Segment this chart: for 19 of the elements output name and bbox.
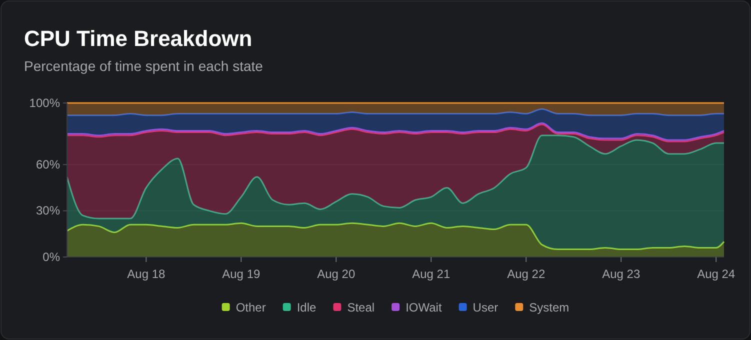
chart-subtitle: Percentage of time spent in each state: [24, 58, 264, 74]
legend-label: Steal: [347, 300, 375, 314]
legend-label: User: [472, 300, 498, 314]
y-tick-label: 0%: [42, 250, 60, 264]
x-tick-label: Aug 24: [697, 267, 736, 282]
x-tick-label: Aug 20: [317, 267, 356, 282]
legend-label: IOWait: [406, 300, 442, 314]
legend-label: System: [529, 300, 570, 314]
x-tick-label: Aug 18: [127, 267, 166, 282]
legend-label: Idle: [296, 300, 317, 314]
x-tick-label: Aug 19: [222, 267, 260, 282]
y-tick-label: 30%: [36, 204, 60, 218]
y-tick-label: 100%: [29, 96, 60, 110]
x-tick-label: Aug 21: [412, 267, 450, 282]
x-tick-label: Aug 22: [507, 267, 546, 282]
legend-label: Other: [236, 300, 266, 314]
x-tick-label: Aug 23: [602, 267, 640, 282]
chart-title: CPU Time Breakdown: [24, 26, 252, 51]
y-tick-label: 60%: [36, 157, 60, 172]
